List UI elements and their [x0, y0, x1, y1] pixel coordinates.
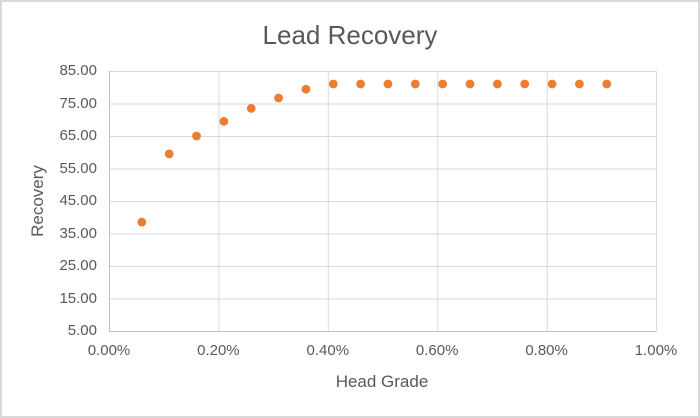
data-point — [274, 93, 283, 103]
x-tick-label: 0.60% — [415, 342, 459, 359]
data-point — [602, 79, 612, 89]
chart-title: Lead Recovery — [262, 20, 438, 50]
y-tick-label: 15.00 — [59, 289, 97, 307]
data-point — [575, 79, 584, 89]
y-tick-label: 55.00 — [59, 159, 97, 177]
y-tick-label: 85.00 — [59, 62, 97, 79]
data-point — [410, 79, 420, 89]
data-point — [328, 79, 338, 89]
y-tick-label: 75.00 — [59, 94, 97, 112]
data-point — [383, 79, 393, 89]
data-point — [137, 217, 147, 227]
data-point — [219, 116, 229, 126]
data-point — [246, 103, 256, 113]
data-point — [192, 131, 201, 141]
x-tick-label: 1.00% — [634, 342, 678, 359]
y-tick-label: 5.00 — [67, 322, 97, 339]
data-point — [520, 79, 530, 89]
y-tick-label: 65.00 — [59, 127, 97, 144]
data-point — [164, 149, 174, 159]
data-point — [547, 79, 557, 89]
x-tick-label: 0.20% — [197, 342, 240, 359]
x-tick-label: 0.80% — [525, 342, 568, 359]
data-point — [465, 79, 475, 89]
x-tick-label: 0.00% — [87, 342, 131, 359]
data-point — [492, 79, 502, 89]
x-axis-title: Head Grade — [335, 372, 429, 391]
data-point — [301, 84, 311, 94]
y-tick-label: 25.00 — [59, 257, 97, 274]
data-point — [356, 79, 366, 89]
y-tick-label: 45.00 — [59, 192, 97, 209]
y-tick-label: 35.00 — [59, 224, 97, 242]
data-point — [438, 79, 448, 89]
x-tick-label: 0.40% — [306, 342, 350, 359]
